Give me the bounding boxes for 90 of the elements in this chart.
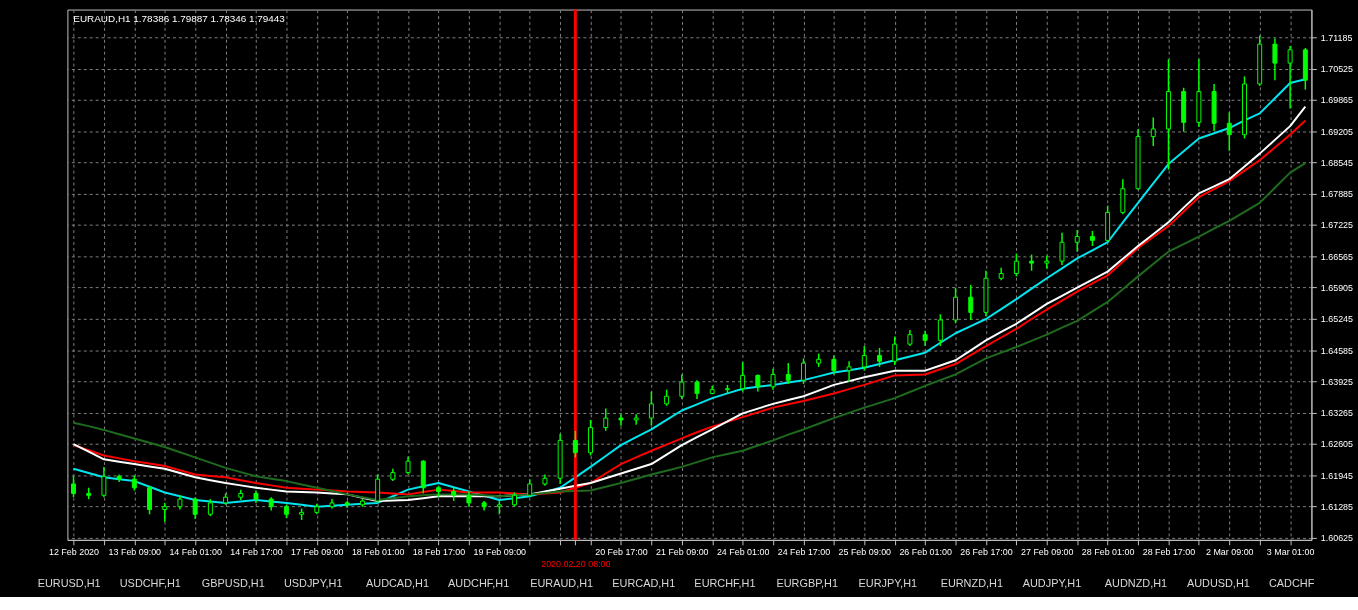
candlestick (968, 284, 974, 321)
candlestick (694, 379, 700, 400)
y-tick-label: 1.67225 (1320, 220, 1354, 231)
text: GBPUSD,H1 (201, 577, 265, 590)
x-tick-label: 20 Feb 17:00 (595, 547, 648, 558)
x-tick-label: 14 Feb 17:00 (230, 547, 283, 558)
candlestick (1074, 229, 1080, 253)
candlestick (101, 466, 107, 498)
candlestick (1013, 252, 1019, 278)
y-tick-label: 1.68545 (1320, 157, 1354, 168)
candlestick (618, 413, 624, 427)
y-tick-label: 1.62605 (1320, 439, 1354, 450)
y-tick-label: 1.61945 (1320, 470, 1354, 481)
candlestick (527, 478, 533, 498)
text: CADCHF (1268, 577, 1315, 590)
x-tick-label: 2020.02.20 08:00 (541, 559, 611, 570)
candlestick (800, 357, 806, 385)
x-tick-label: 13 Feb 09:00 (108, 547, 162, 558)
candlestick (861, 345, 867, 372)
candlestick (1059, 232, 1065, 266)
candlestick (770, 368, 776, 391)
x-tick-label: 12 Feb 2020 (48, 547, 100, 558)
x-tick-label: 3 Mar 01:00 (1266, 547, 1315, 558)
candlestick (71, 475, 76, 498)
candlestick (892, 335, 898, 366)
candlestick (147, 485, 153, 516)
candlestick (1287, 45, 1293, 110)
candlestick (1044, 254, 1050, 270)
x-tick-label: 25 Feb 09:00 (838, 547, 892, 558)
candlestick (648, 390, 654, 427)
candlestick (405, 455, 411, 476)
x-tick-label: 28 Feb 17:00 (1142, 547, 1196, 558)
candlestick (192, 496, 198, 520)
text: EURCHF,H1 (694, 577, 756, 590)
candlestick (375, 473, 381, 504)
text: AUDCHF,H1 (448, 577, 510, 590)
y-tick-label: 1.69205 (1320, 126, 1354, 137)
x-tick-label: 19 Feb 09:00 (473, 547, 527, 558)
text: EURJPY,H1 (858, 577, 918, 590)
x-tick-label: 17 Feb 09:00 (291, 547, 344, 558)
candlestick (679, 373, 685, 400)
y-tick-label: 1.60625 (1320, 533, 1354, 544)
x-tick-label: 28 Feb 01:00 (1081, 547, 1135, 558)
y-tick-label: 1.64585 (1320, 345, 1354, 356)
candlestick (1272, 37, 1278, 81)
text: EURNZD,H1 (940, 577, 1003, 590)
candlestick (785, 362, 791, 385)
x-tick-label: 14 Feb 01:00 (169, 547, 222, 558)
y-tick-label: 1.65905 (1320, 282, 1354, 293)
y-tick-label: 1.61285 (1320, 501, 1354, 512)
chart-title: EURAUD,H1 1.78386 1.79887 1.78346 1.79443 (73, 13, 286, 25)
candlestick (877, 347, 882, 368)
candlestick (846, 360, 852, 383)
x-tick-label: 2 Mar 09:00 (1206, 547, 1254, 558)
y-tick-label: 1.71185 (1320, 32, 1353, 43)
text: AUDUSD,H1 (1186, 577, 1250, 590)
y-tick-label: 1.63265 (1320, 408, 1354, 419)
text: EURCAD,H1 (612, 577, 676, 590)
candlestick (937, 313, 943, 347)
x-tick-label: 24 Feb 01:00 (716, 547, 770, 558)
x-tick-label: 21 Feb 09:00 (656, 547, 709, 558)
candlestick (603, 407, 609, 432)
y-tick-label: 1.63925 (1320, 376, 1354, 387)
candlestick (1226, 111, 1232, 152)
candlestick (740, 361, 746, 393)
y-tick-label: 1.66565 (1320, 251, 1354, 262)
y-tick-label: 1.70525 (1320, 64, 1354, 75)
candlestick (953, 286, 959, 325)
x-tick-label: 18 Feb 17:00 (412, 547, 466, 558)
y-tick-label: 1.65245 (1320, 314, 1354, 325)
text: USDJPY,H1 (283, 577, 343, 590)
y-tick-label: 1.67885 (1320, 189, 1354, 200)
text: AUDJPY,H1 (1022, 577, 1082, 590)
x-tick-label: 18 Feb 01:00 (351, 547, 405, 558)
text: USDCHF,H1 (119, 577, 181, 590)
candlestick (162, 502, 168, 523)
text: AUDNZD,H1 (1104, 577, 1168, 590)
text: AUDCAD,H1 (366, 577, 429, 590)
x-tick-label: 26 Feb 17:00 (960, 547, 1013, 558)
y-tick-label: 1.69865 (1320, 95, 1354, 106)
candlestick (831, 354, 837, 376)
candlestick (572, 430, 578, 459)
candlestick (1150, 116, 1156, 147)
x-tick-label: 26 Feb 01:00 (899, 547, 952, 558)
x-tick-label: 27 Feb 09:00 (1021, 547, 1074, 558)
text: EURUSD,H1 (37, 577, 101, 590)
text: EURGBP,H1 (776, 577, 838, 590)
text: EURAUD,H1 (530, 577, 594, 590)
x-tick-label: 24 Feb 17:00 (777, 547, 831, 558)
candlestick (1120, 178, 1126, 216)
